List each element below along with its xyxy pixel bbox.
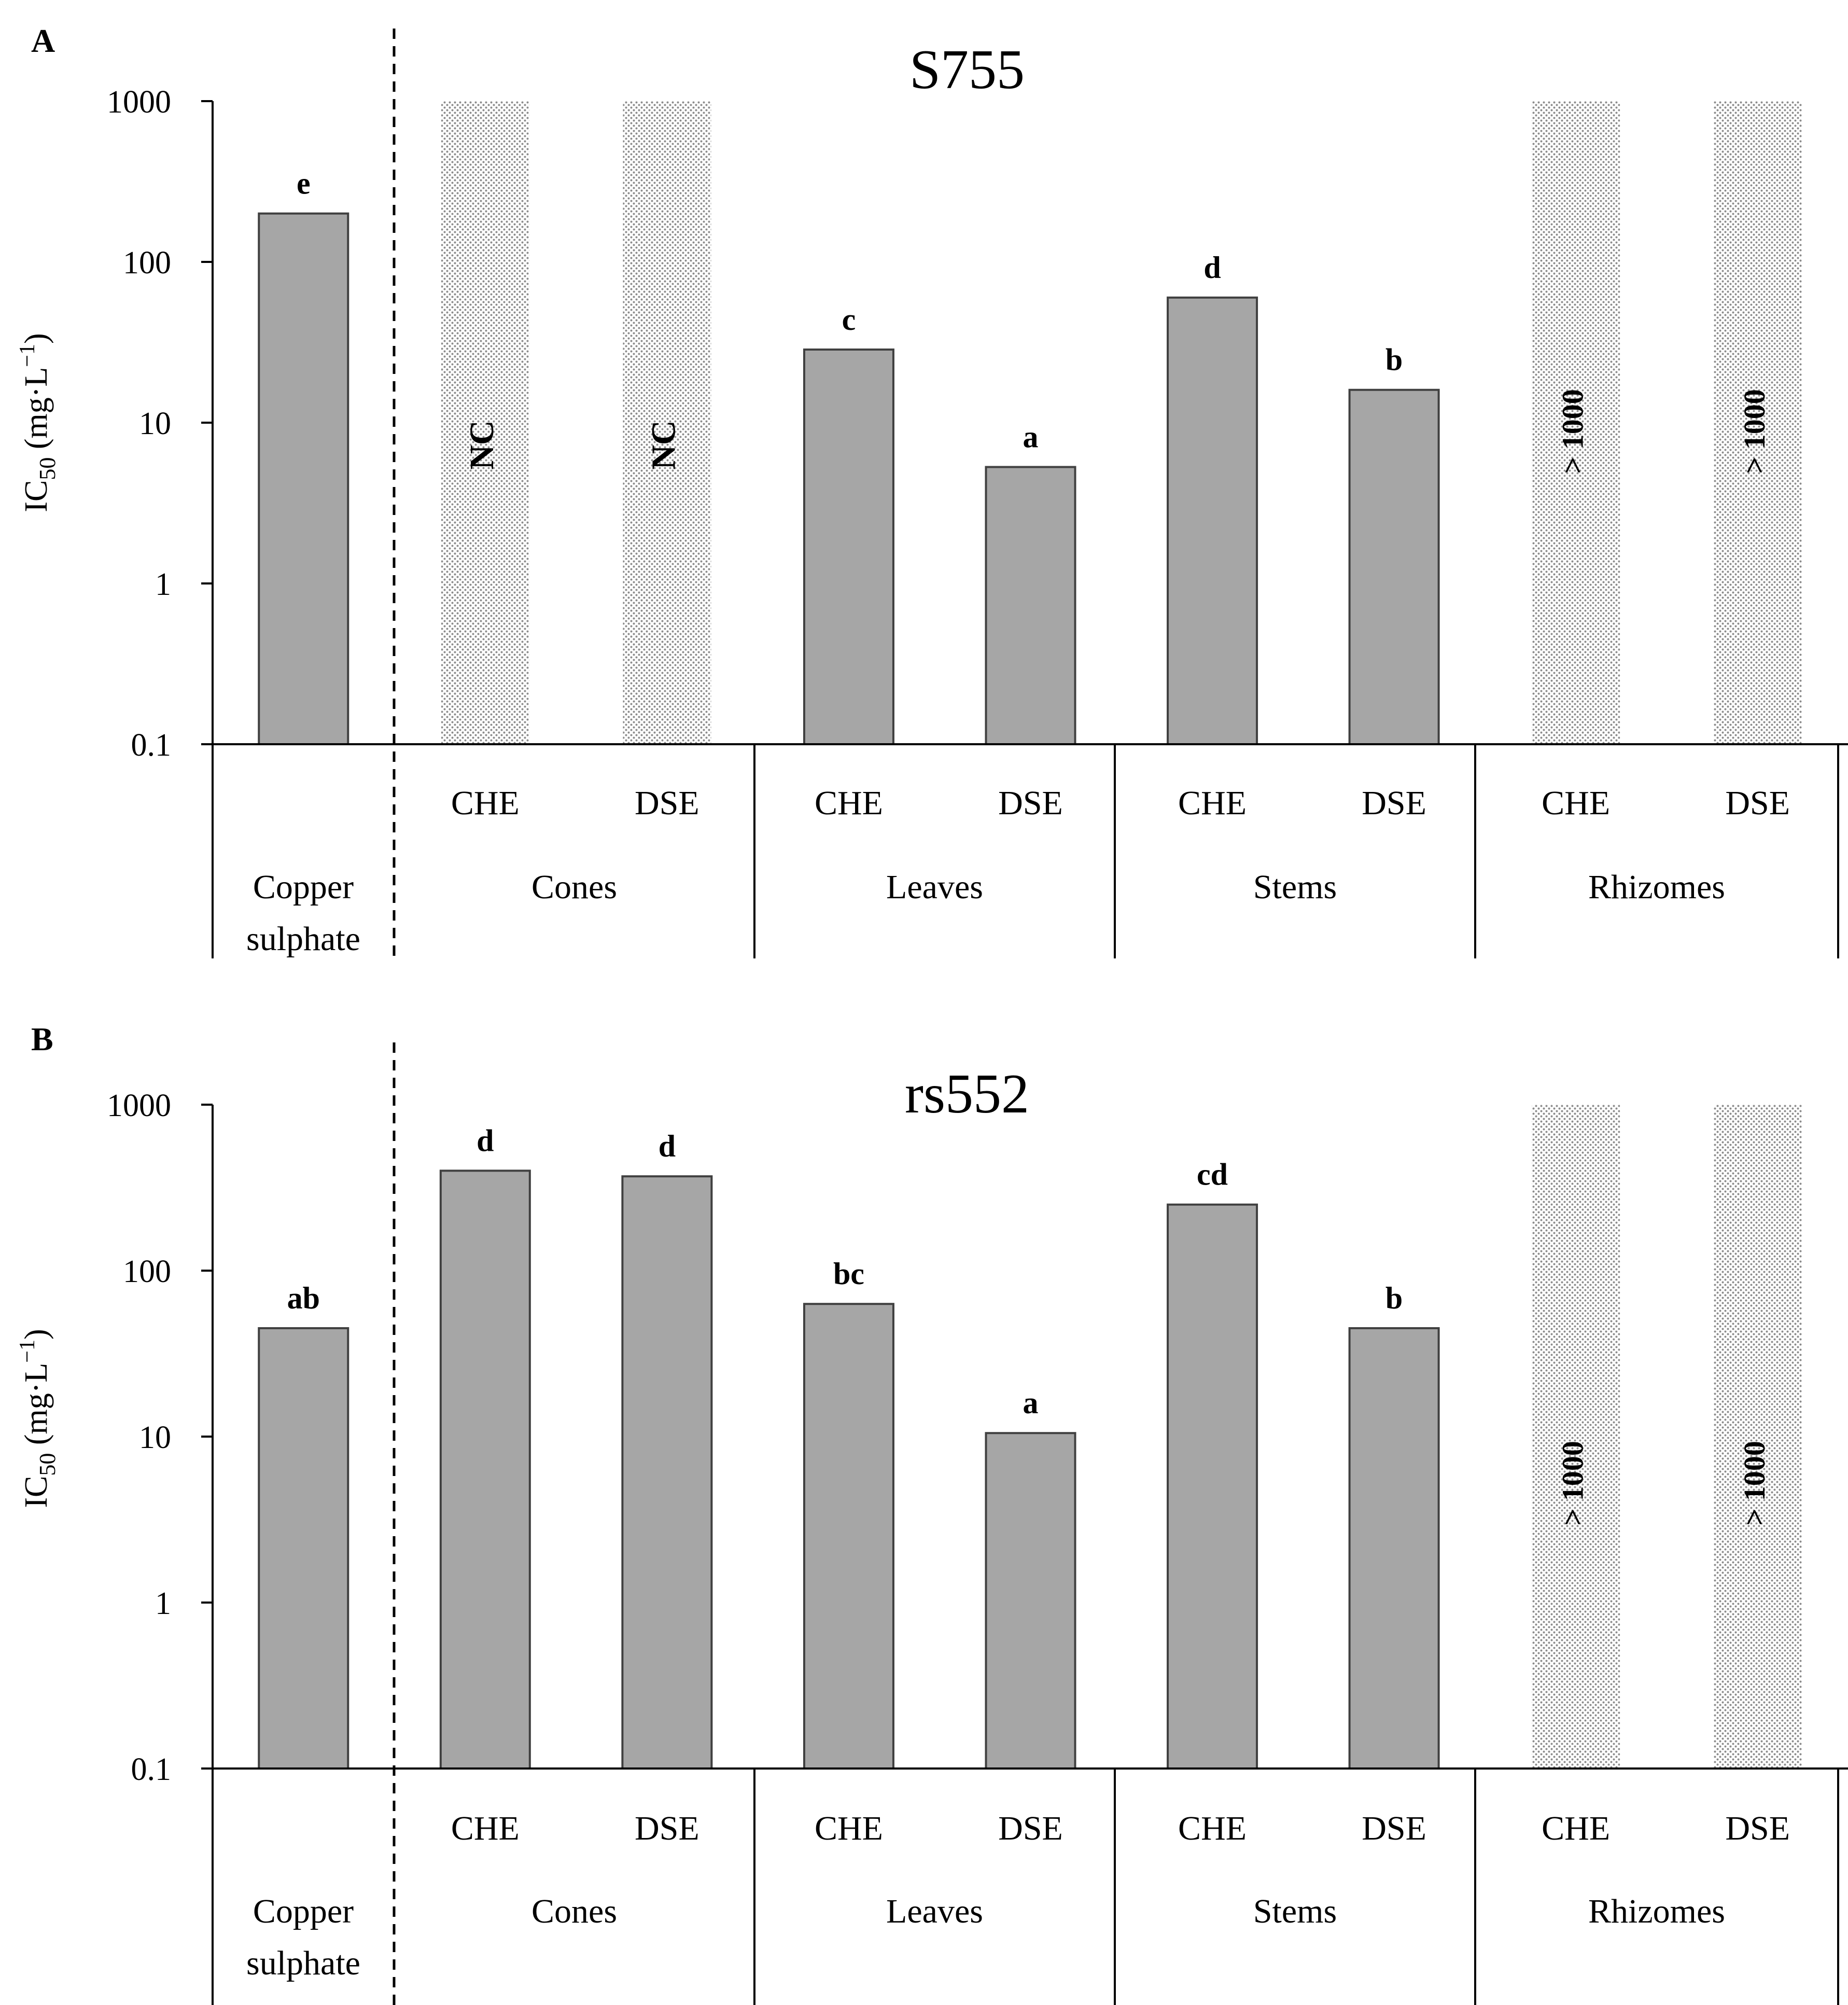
group-label: Rhizomes (1588, 1892, 1725, 1930)
bar (258, 212, 349, 745)
y-label-exp: −1 (16, 344, 39, 367)
bar-note: NC (463, 420, 501, 469)
significance-letter: e (297, 166, 311, 201)
y-tick-label: 0.1 (131, 728, 172, 763)
group-label: Stems (1253, 1892, 1337, 1930)
y-tick-label: 0.1 (131, 1752, 172, 1787)
significance-letter: c (842, 302, 856, 337)
group-label: sulphate (246, 1944, 360, 1982)
bar-note: > 1000 (1556, 389, 1589, 474)
y-axis-label: IC50 (mg·L−1) (16, 333, 60, 512)
extract-label: DSE (1725, 784, 1790, 822)
bar (985, 466, 1076, 745)
extract-label: DSE (635, 1809, 699, 1847)
y-tick-label: 100 (123, 1254, 171, 1289)
y-label-main: IC (19, 1476, 54, 1508)
y-tick-label: 1 (155, 567, 171, 602)
chart-title: S755 (909, 39, 1025, 101)
bar (803, 348, 894, 745)
group-label: Cones (531, 1892, 617, 1930)
significance-letter: d (1203, 250, 1221, 285)
significance-letter: b (1385, 343, 1403, 377)
y-label-unit: (mg·L (19, 1363, 54, 1453)
bar (621, 1175, 713, 1770)
group-label: Rhizomes (1588, 868, 1725, 906)
bar (1348, 388, 1440, 745)
y-label-unit: (mg·L (19, 367, 54, 457)
extract-label: CHE (1542, 784, 1610, 822)
bar (1348, 1327, 1440, 1770)
y-label-main: IC (19, 480, 54, 512)
bar-hatched (1532, 1105, 1620, 1769)
bar (1167, 296, 1258, 745)
bar-hatched (1532, 101, 1620, 744)
extract-label: CHE (1178, 784, 1247, 822)
y-label-close: ) (19, 333, 54, 344)
bar-hatched (1713, 1105, 1802, 1769)
bar-hatched (1713, 101, 1802, 744)
bar-note: > 1000 (1738, 389, 1771, 474)
y-tick-label: 1000 (107, 1088, 171, 1123)
significance-letter: ab (287, 1281, 320, 1315)
extract-label: CHE (815, 1809, 883, 1847)
chart-title: rs552 (905, 1063, 1029, 1125)
bar-hatched (441, 101, 529, 744)
y-tick-label: 1 (155, 1586, 171, 1621)
bar (258, 1327, 349, 1770)
extract-label: DSE (998, 784, 1063, 822)
y-label-sub: 50 (35, 1453, 60, 1476)
extract-label: CHE (1542, 1809, 1610, 1847)
extract-label: DSE (998, 1809, 1063, 1847)
bar (985, 1432, 1076, 1770)
y-tick-label: 100 (123, 245, 171, 281)
panel-label: A (31, 22, 55, 59)
significance-letter: cd (1197, 1158, 1228, 1192)
significance-letter: d (477, 1123, 494, 1158)
extract-label: DSE (1362, 784, 1426, 822)
group-label: sulphate (246, 920, 360, 958)
group-label: Copper (253, 1892, 354, 1930)
group-label: Leaves (886, 868, 983, 906)
extract-label: CHE (815, 784, 883, 822)
chart-panel-a: A S755 e c a d b NC NC > 1000 > 1000 0.1 1 10 100 1000 I… (16, 22, 1848, 958)
y-tick-label: 10 (139, 1420, 171, 1455)
bar-note: NC (645, 420, 683, 469)
y-axis-label: IC50 (mg·L−1) (16, 1329, 60, 1508)
extract-label: CHE (451, 1809, 520, 1847)
extract-label: CHE (451, 784, 520, 822)
y-label-exp: −1 (16, 1340, 39, 1363)
bar-note: > 1000 (1556, 1441, 1589, 1526)
bar (1167, 1203, 1258, 1770)
bar-hatched (623, 101, 711, 744)
group-label: Copper (253, 868, 354, 906)
group-label: Cones (531, 868, 617, 906)
bar (803, 1303, 894, 1770)
bar-note: > 1000 (1738, 1441, 1771, 1526)
group-label: Stems (1253, 868, 1337, 906)
group-label: Leaves (886, 1892, 983, 1930)
significance-letter: d (659, 1129, 676, 1163)
extract-label: DSE (635, 784, 699, 822)
significance-letter: bc (833, 1257, 864, 1291)
extract-label: DSE (1362, 1809, 1426, 1847)
y-tick-label: 10 (139, 406, 171, 441)
extract-label: DSE (1725, 1809, 1790, 1847)
bar (439, 1169, 531, 1770)
significance-letter: b (1385, 1281, 1403, 1315)
panel-label: B (31, 1021, 53, 1057)
significance-letter: a (1023, 420, 1039, 454)
y-label-close: ) (19, 1329, 54, 1340)
y-label-sub: 50 (35, 457, 60, 480)
y-tick-label: 1000 (107, 85, 171, 120)
significance-letter: a (1023, 1386, 1039, 1420)
extract-label: CHE (1178, 1809, 1247, 1847)
